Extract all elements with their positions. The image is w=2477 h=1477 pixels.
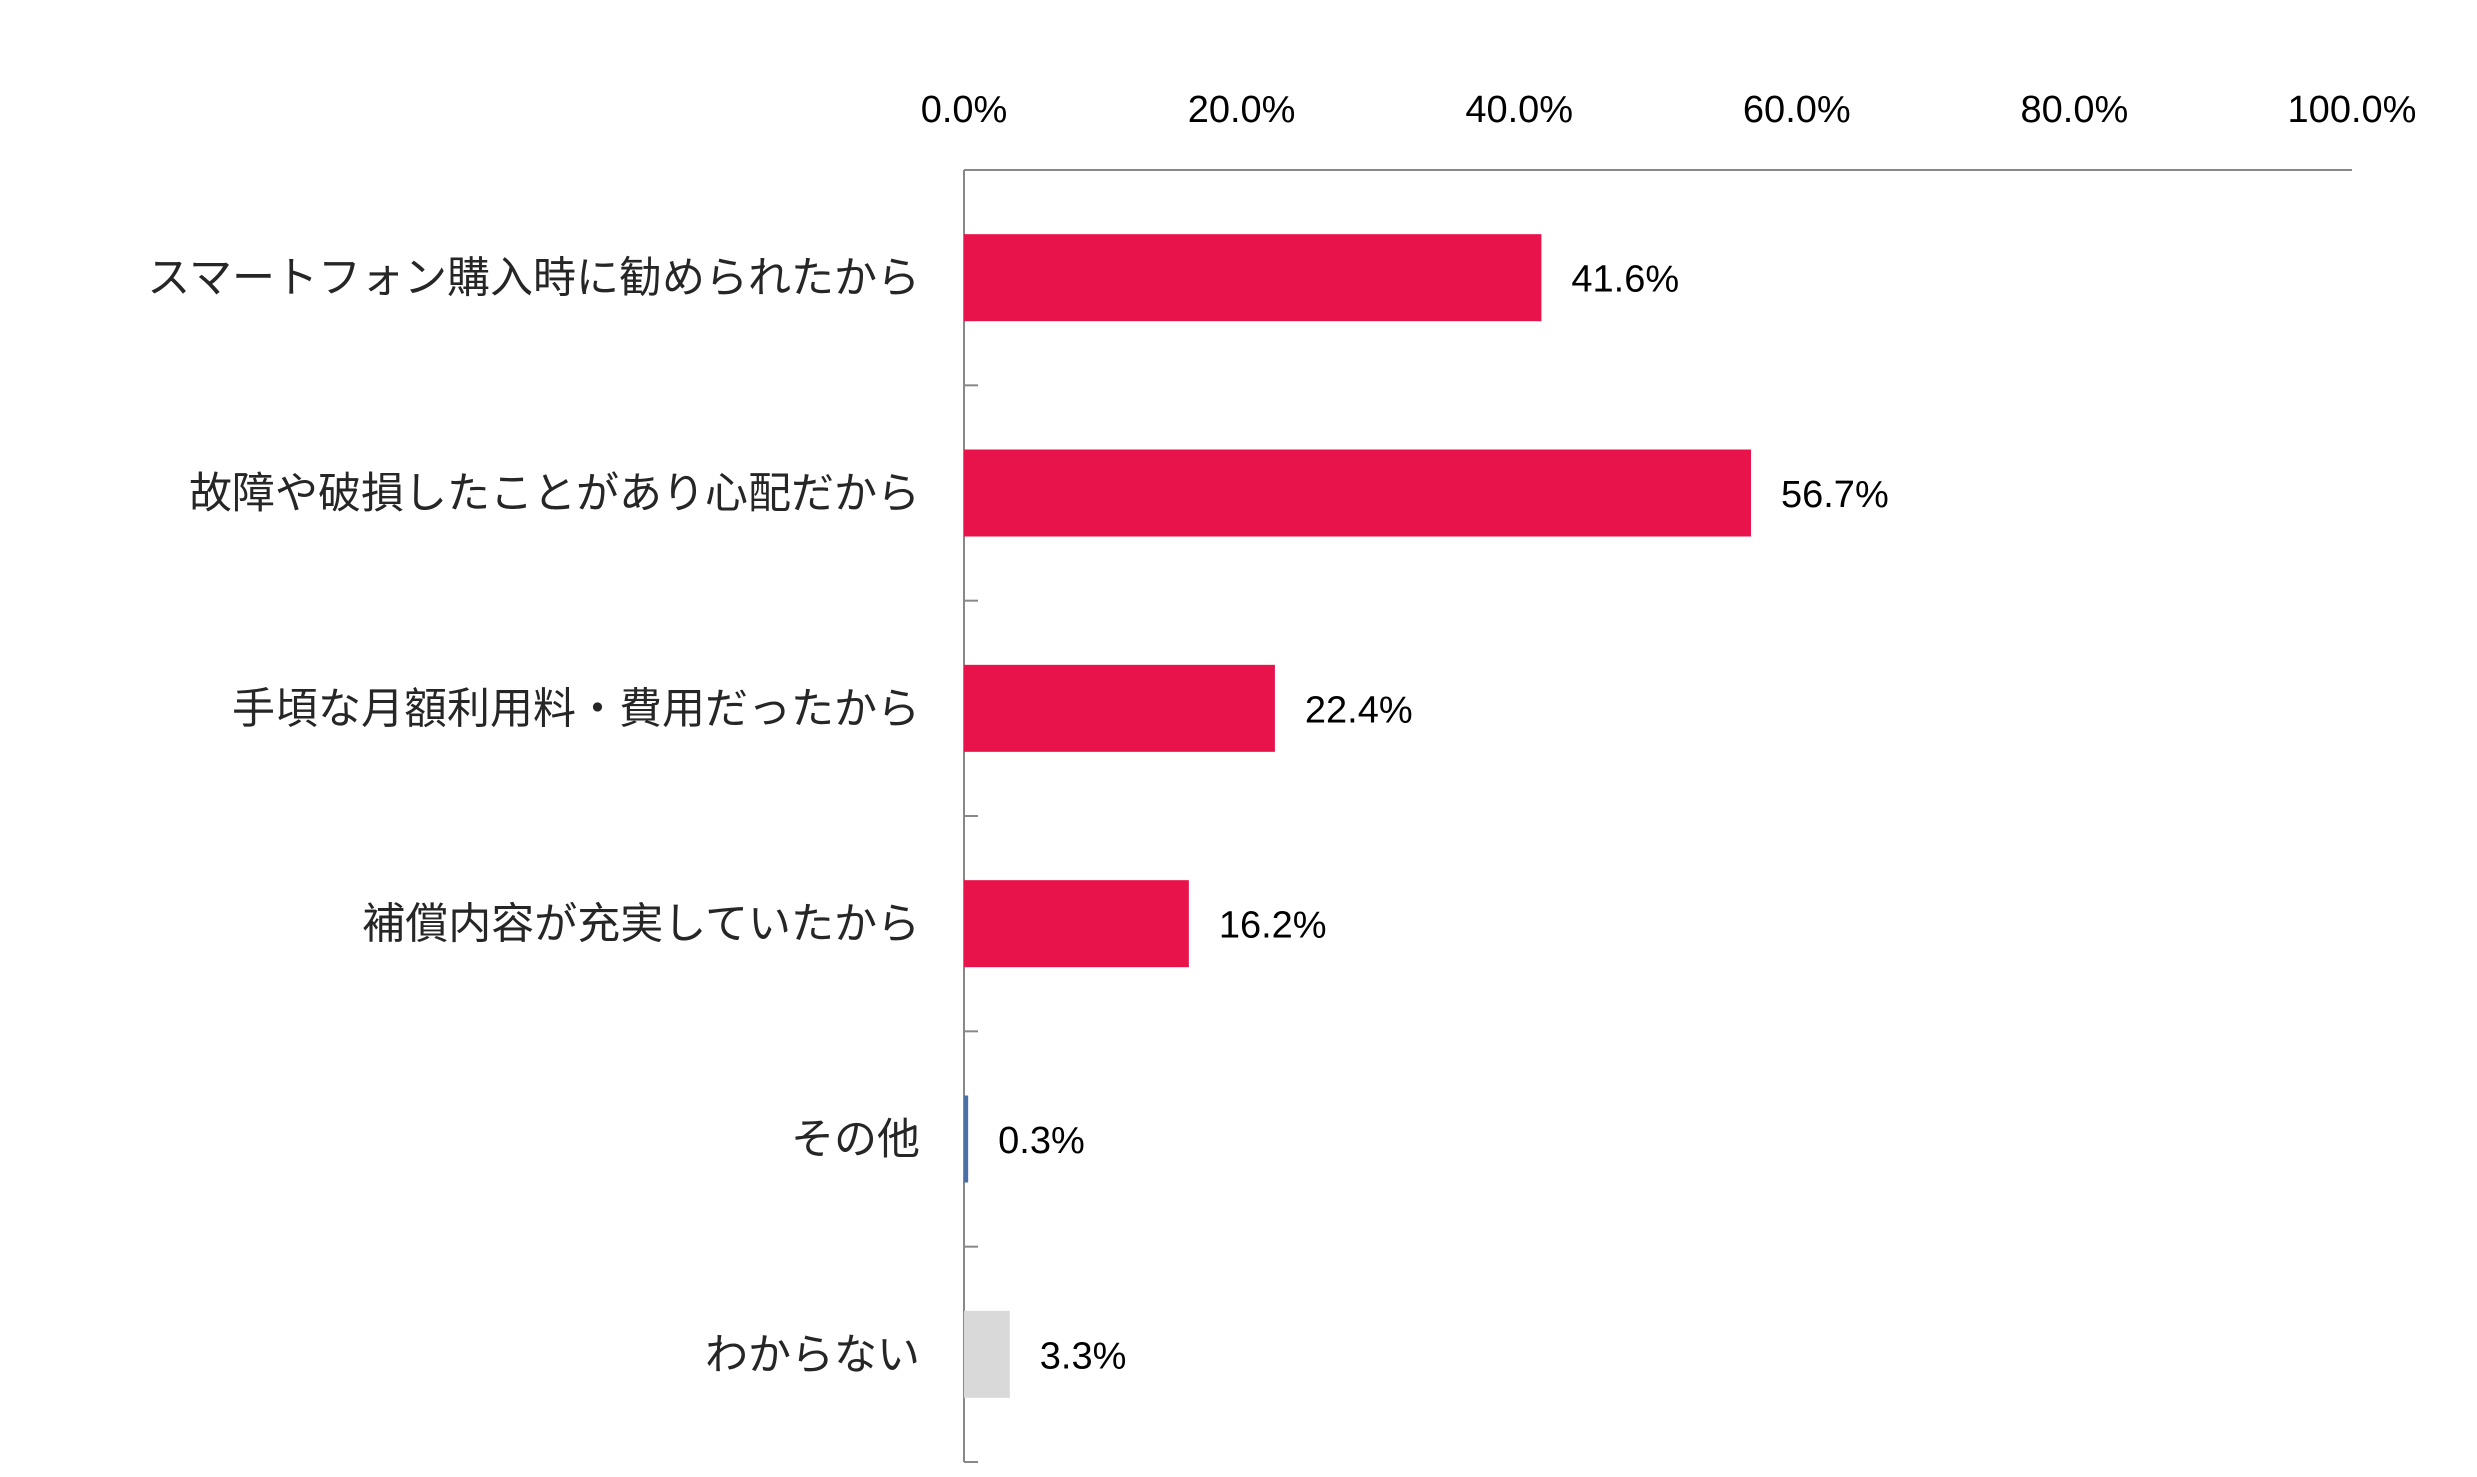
bar	[964, 1310, 1010, 1398]
x-axis-ticks: 0.0% 20.0% 40.0% 60.0% 80.0% 100.0%	[921, 89, 2417, 131]
x-tick-label: 40.0%	[1465, 89, 1573, 131]
category-label: 補償内容が充実していたから	[362, 900, 920, 950]
data-label: 56.7%	[1781, 474, 1889, 516]
bar	[964, 664, 1275, 752]
bar	[964, 880, 1189, 968]
x-tick-label: 20.0%	[1188, 89, 1296, 131]
data-label: 0.3%	[998, 1120, 1085, 1162]
category-label: スマートフォン購入時に勧められたから	[147, 254, 920, 304]
data-label: 16.2%	[1219, 905, 1327, 947]
category-label: わからない	[705, 1330, 920, 1380]
x-tick-label: 100.0%	[2288, 89, 2417, 131]
bar	[964, 1095, 969, 1183]
data-label: 22.4%	[1305, 689, 1413, 731]
bars	[964, 234, 1751, 1398]
data-labels: 41.6% 56.7% 22.4% 16.2% 0.3% 3.3%	[998, 259, 1889, 1378]
x-tick-label: 0.0%	[921, 89, 1008, 131]
category-label: 手頃な月額利用料・費用だったから	[232, 684, 920, 734]
category-label: その他	[791, 1115, 920, 1165]
axes	[963, 169, 2352, 1463]
x-tick-label: 60.0%	[1743, 89, 1851, 131]
bar	[964, 234, 1542, 322]
data-label: 41.6%	[1571, 259, 1679, 301]
data-label: 3.3%	[1040, 1335, 1127, 1377]
x-tick-label: 80.0%	[2021, 89, 2129, 131]
category-label: 故障や破損したことがあり心配だから	[189, 469, 920, 519]
bar	[964, 449, 1751, 537]
category-labels: スマートフォン購入時に勧められたから故障や破損したことがあり心配だから手頃な月額…	[147, 254, 920, 1381]
